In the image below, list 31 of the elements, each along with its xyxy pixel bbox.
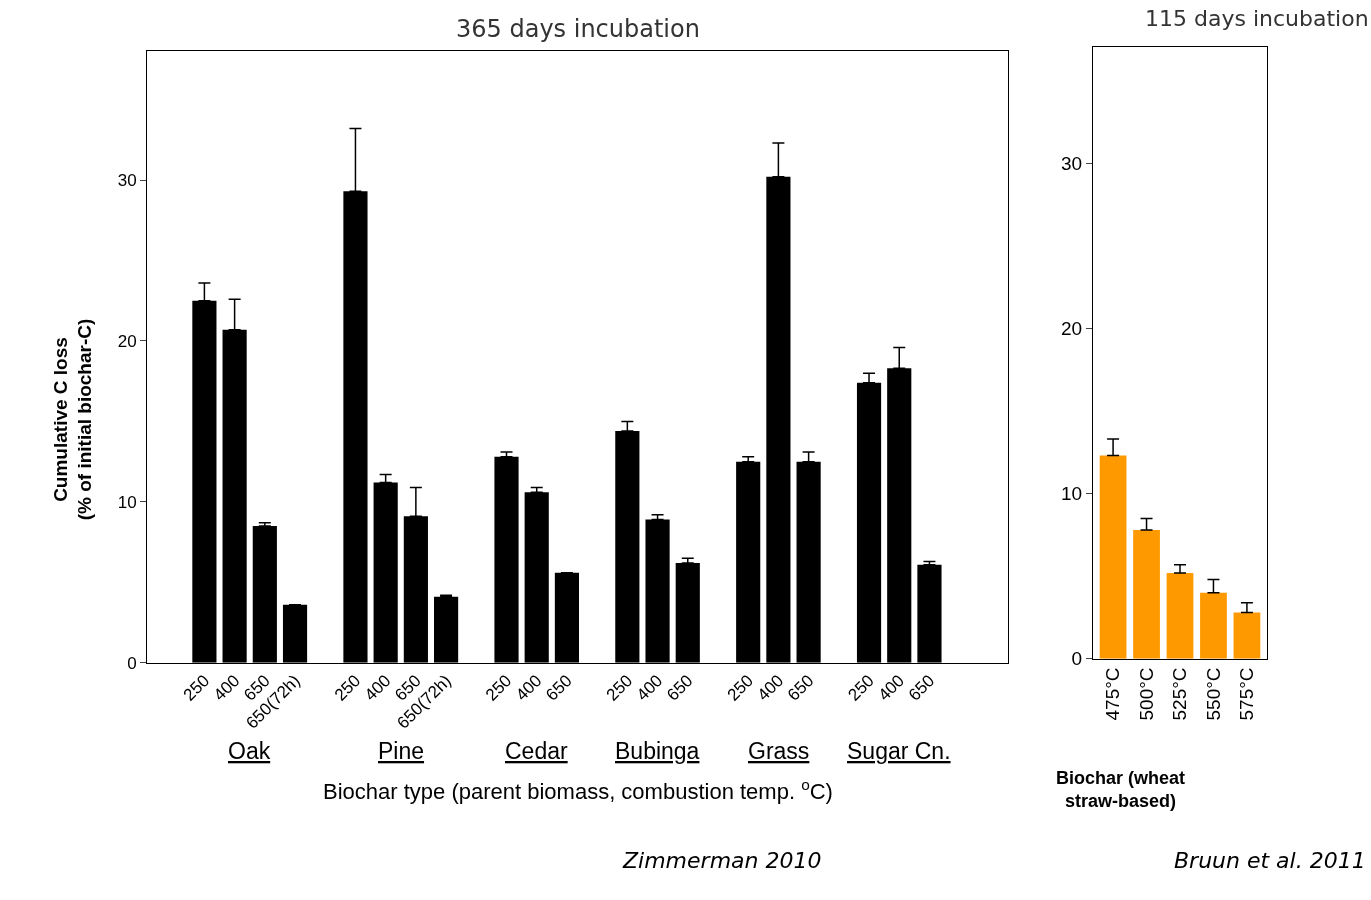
y-tick-label: 10	[117, 492, 137, 512]
bar	[1166, 572, 1194, 659]
y-tick-label: 0	[1071, 648, 1083, 670]
text: Bubinga	[615, 738, 700, 764]
text: Cedar	[505, 738, 568, 764]
y-tick-label: 20	[1061, 317, 1083, 339]
x-tick-label: 575°C	[1236, 667, 1258, 721]
chart-title: 115 days incubation	[1145, 6, 1369, 31]
x-axis-title: Biochar type (parent biomass, combustion temp. $^{o}$C)	[323, 776, 833, 805]
text: Bruun et al. 2011	[1174, 848, 1366, 873]
bar	[1099, 455, 1127, 659]
x-tick-label: 525°C	[1169, 667, 1191, 721]
y-tick-label: 0	[127, 653, 137, 673]
x-tick-label: 550°C	[1202, 667, 1224, 721]
text: Sugar Cn.	[847, 738, 951, 764]
bar	[1133, 529, 1160, 659]
chart-title: 365 days incubation	[456, 15, 700, 43]
y-axis-title: Cumulative C loss (% of initial biochar-C)	[49, 318, 96, 521]
x-tick-label: 475°C	[1102, 667, 1124, 721]
y-tick-label: 10	[1061, 483, 1083, 505]
text: Grass	[748, 738, 810, 764]
bar	[1200, 592, 1227, 659]
text: Zimmerman 2010	[622, 848, 822, 873]
y-tick-label: 20	[117, 331, 137, 351]
x-axis-title: Biochar (wheat straw-based)	[1056, 768, 1186, 812]
x-tick-label: 500°C	[1135, 667, 1157, 721]
y-tick-label: 30	[117, 171, 137, 191]
text: Pine	[378, 738, 425, 764]
y-tick-label: 30	[1061, 152, 1083, 174]
text: Oak	[228, 738, 271, 764]
bar	[1233, 612, 1261, 659]
